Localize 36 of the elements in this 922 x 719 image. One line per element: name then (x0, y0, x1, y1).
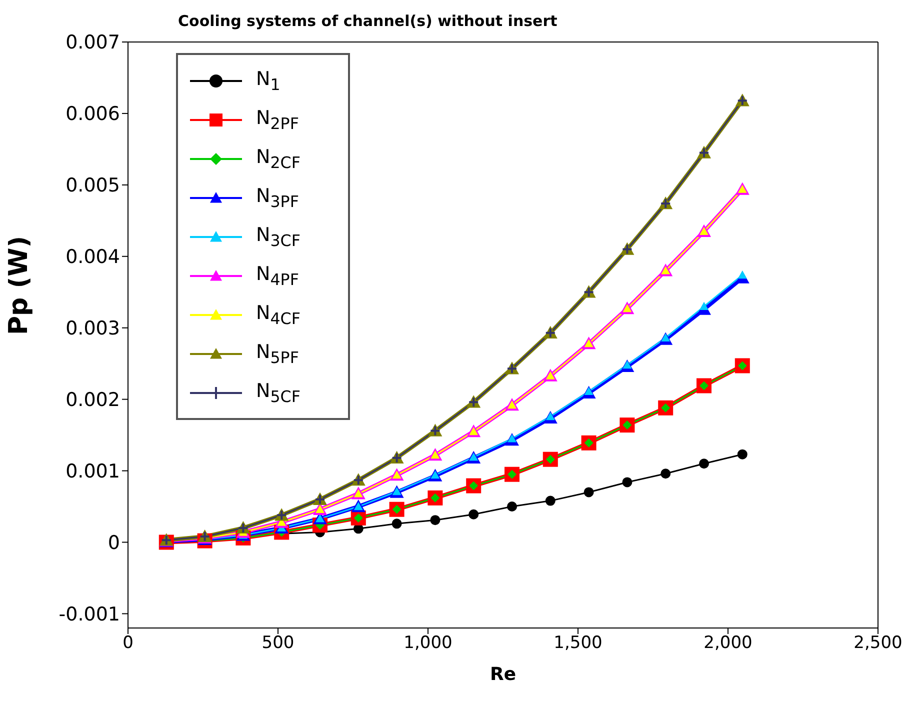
x-tick-label: 0 (122, 633, 134, 654)
y-tick-label: 0.005 (66, 174, 120, 197)
y-tick-label: -0.001 (58, 603, 120, 626)
point (584, 487, 594, 498)
y-tick-label: 0 (108, 532, 120, 554)
x-tick-label: 1,000 (404, 633, 452, 654)
point (545, 496, 556, 506)
legend-label: N$_{4PF}$ (256, 262, 299, 288)
legend-label: N$_{1}$ (256, 68, 280, 94)
point (392, 518, 402, 529)
x-axis-title: Re (490, 664, 516, 685)
point (660, 468, 671, 479)
point (507, 502, 517, 512)
point (468, 509, 479, 520)
point (622, 477, 632, 488)
legend-label: N$_{5PF}$ (256, 340, 299, 366)
chart-title: Cooling systems of channel(s) without insert (178, 12, 558, 30)
legend-label: N$_{4CF}$ (256, 302, 300, 328)
legend-label: N$_{2PF}$ (256, 106, 299, 132)
y-tick-label: 0.006 (66, 103, 120, 126)
y-tick-label: 0.002 (66, 389, 120, 412)
x-tick-label: 2,000 (704, 633, 752, 654)
x-tick-label: 500 (262, 633, 294, 654)
y-tick-label: 0.007 (66, 32, 120, 54)
legend-label: N$_{3CF}$ (256, 224, 300, 250)
point (430, 515, 440, 526)
legend-label: N$_{3PF}$ (256, 184, 299, 210)
y-tick-label: 0.004 (66, 246, 120, 268)
legend-label: N$_{2CF}$ (256, 146, 300, 172)
y-tick-label: 0.003 (66, 318, 120, 340)
legend-label: N$_{5CF}$ (256, 380, 300, 406)
x-tick-label: 2,500 (854, 633, 902, 654)
y-tick-label: 0.001 (66, 460, 120, 483)
point (737, 449, 748, 460)
point (699, 458, 709, 469)
x-tick-label: 1,500 (554, 633, 602, 654)
